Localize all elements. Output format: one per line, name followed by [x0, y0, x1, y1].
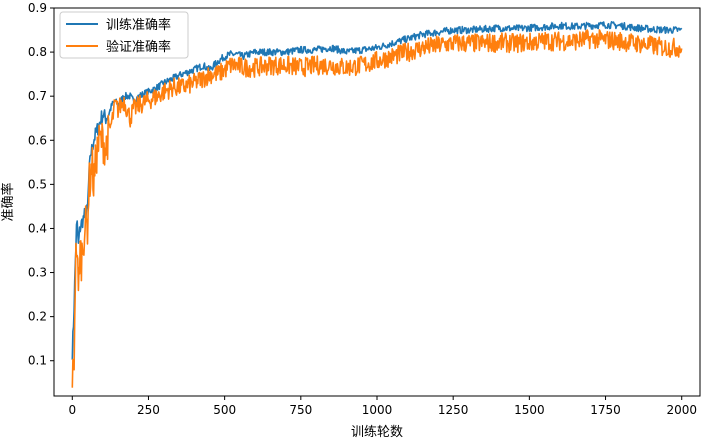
legend-label-train: 训练准确率 [106, 17, 171, 33]
plot-lines [71, 21, 683, 388]
x-tick-label: 1250 [438, 403, 469, 417]
x-tick-label: 1500 [514, 403, 545, 417]
y-tick-label: 0.7 [28, 89, 47, 103]
y-tick-label: 0.2 [28, 310, 47, 324]
x-tick-label: 1000 [362, 403, 393, 417]
y-tick-label: 0.8 [28, 45, 47, 59]
x-tick-label: 250 [137, 403, 160, 417]
legend-label-val: 验证准确率 [106, 39, 171, 55]
x-axis-ticks: 0 250 500 750 1000 1250 1500 1750 2000 [68, 396, 697, 417]
x-tick-label: 750 [289, 403, 312, 417]
x-tick-label: 2000 [666, 403, 697, 417]
x-tick-label: 1750 [590, 403, 621, 417]
x-tick-label: 500 [213, 403, 236, 417]
y-tick-label: 0.3 [28, 266, 47, 280]
y-tick-label: 0.1 [28, 354, 47, 368]
y-tick-label: 0.5 [28, 177, 47, 191]
y-axis-label: 准确率 [0, 182, 16, 221]
y-tick-label: 0.4 [28, 221, 47, 235]
y-axis-ticks: 0.1 0.2 0.3 0.4 0.5 0.6 0.7 0.8 0.9 [28, 1, 54, 368]
series-line-0 [71, 21, 683, 360]
x-axis-label: 训练轮数 [351, 425, 403, 440]
legend: 训练准确率 验证准确率 [59, 11, 189, 59]
series-line-1 [71, 29, 683, 388]
y-tick-label: 0.9 [28, 1, 47, 15]
y-tick-label: 0.6 [28, 133, 47, 147]
x-tick-label: 0 [68, 403, 76, 417]
